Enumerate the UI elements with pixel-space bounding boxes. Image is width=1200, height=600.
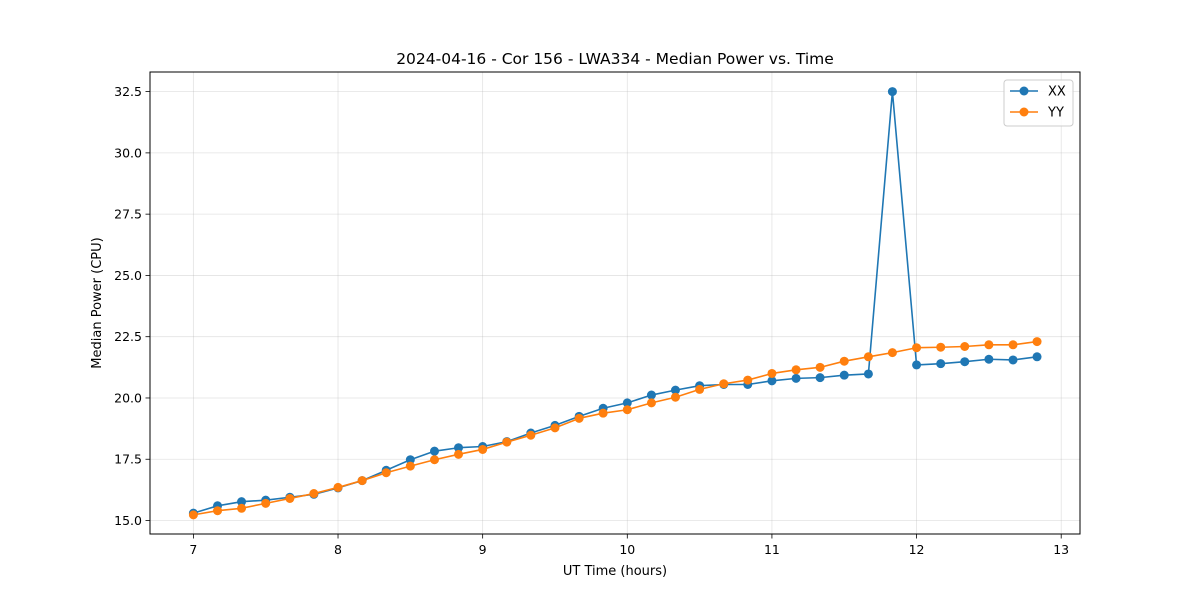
y-tick-label: 27.5 [114, 207, 142, 222]
y-tick-label: 20.0 [114, 390, 142, 405]
data-point-yy [381, 468, 391, 478]
data-point-yy [960, 342, 970, 351]
data-point-yy [261, 498, 271, 508]
data-point-yy [598, 408, 608, 418]
x-axis-label: UT Time (hours) [563, 564, 667, 579]
legend-label-xx: XX [1048, 85, 1066, 100]
data-point-yy [188, 510, 198, 520]
data-point-xx [887, 87, 897, 97]
data-point-xx [839, 370, 849, 380]
data-point-yy [405, 461, 415, 471]
y-axis-label: Median Power (CPU) [90, 237, 105, 368]
data-point-yy [936, 342, 946, 352]
axis-ticks: 7 8 9 10 11 12 13 15.0 17.5 20.0 22.5 25.0 27.5 30.0 3… [114, 84, 1069, 557]
data-point-xx [1008, 355, 1018, 365]
data-point-yy [695, 384, 705, 394]
data-point-yy [550, 423, 560, 433]
data-point-xx [430, 446, 439, 456]
data-point-yy [574, 413, 584, 423]
data-point-yy [309, 489, 319, 499]
data-point-xx [984, 354, 994, 364]
data-point-yy [767, 368, 777, 378]
data-point-xx [815, 373, 825, 383]
data-point-xx [912, 360, 922, 370]
data-point-yy [863, 352, 873, 362]
data-point-yy [719, 379, 729, 389]
data-point-yy [984, 340, 994, 350]
series-layer [188, 87, 1042, 520]
y-tick-label: 32.5 [114, 84, 142, 99]
x-tick-label: 10 [619, 542, 635, 557]
legend-marker-xx [1019, 86, 1029, 96]
data-point-xx [454, 443, 464, 453]
data-point-xx [646, 390, 656, 400]
data-point-xx [863, 369, 873, 379]
y-tick-label: 25.0 [114, 268, 142, 283]
data-point-yy [743, 375, 753, 385]
data-point-yy [815, 362, 825, 372]
data-point-yy [912, 343, 922, 353]
legend: XX YY [1003, 79, 1074, 127]
data-point-xx [405, 455, 415, 465]
x-tick-label: 13 [1053, 542, 1069, 557]
grid-lines [150, 72, 1080, 534]
legend-marker-yy [1019, 107, 1029, 117]
data-point-xx [767, 376, 777, 386]
data-point-yy [1032, 337, 1042, 347]
data-point-yy [454, 449, 464, 459]
data-point-xx [936, 359, 946, 369]
data-point-yy [1008, 340, 1018, 350]
x-tick-label: 8 [334, 542, 342, 557]
y-tick-label: 15.0 [114, 513, 142, 528]
y-tick-label: 22.5 [114, 329, 142, 344]
chart-title: 2024-04-16 - Cor 156 - LWA334 - Median P… [396, 50, 834, 68]
data-point-yy [502, 437, 512, 447]
data-point-yy [526, 430, 536, 440]
data-point-yy [646, 398, 656, 408]
x-tick-label: 9 [479, 542, 487, 557]
plot-frame [149, 71, 1081, 535]
data-point-yy [887, 348, 897, 358]
data-point-xx [791, 373, 801, 383]
data-point-xx [237, 497, 247, 507]
data-point-yy [478, 444, 488, 454]
x-tick-label: 11 [764, 542, 780, 557]
data-point-yy [622, 405, 632, 415]
data-point-yy [285, 493, 295, 503]
data-point-xx [960, 357, 970, 367]
data-point-yy [213, 506, 223, 516]
data-point-yy [333, 482, 343, 492]
data-point-yy [237, 503, 247, 513]
x-tick-label: 12 [909, 542, 925, 557]
data-point-yy [839, 356, 849, 366]
x-tick-label: 7 [189, 542, 197, 557]
data-point-xx [622, 398, 632, 408]
data-point-yy [357, 476, 367, 486]
y-tick-label: 17.5 [114, 452, 142, 467]
y-tick-label: 30.0 [114, 145, 142, 160]
legend-label-yy: YY [1047, 106, 1064, 121]
data-point-xx [1032, 352, 1042, 362]
data-point-yy [791, 365, 801, 375]
data-point-yy [670, 392, 680, 402]
data-point-xx [670, 385, 680, 395]
data-point-yy [430, 455, 439, 465]
